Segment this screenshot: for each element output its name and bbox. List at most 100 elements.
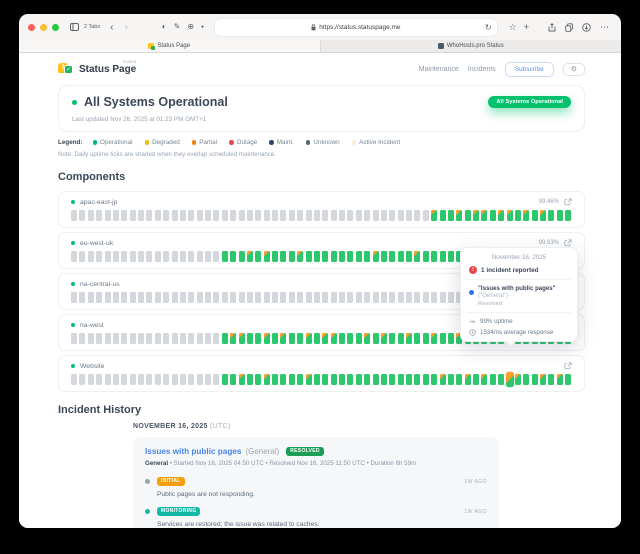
uptime-tick[interactable] (414, 251, 421, 262)
uptime-tick[interactable] (330, 374, 337, 385)
uptime-tick[interactable] (246, 292, 253, 303)
uptime-tick[interactable] (87, 333, 94, 344)
uptime-tick[interactable] (355, 251, 362, 262)
uptime-tick[interactable] (104, 251, 111, 262)
uptime-tick[interactable] (213, 333, 220, 344)
uptime-tick[interactable] (288, 251, 295, 262)
uptime-tick[interactable] (188, 374, 195, 385)
uptime-tick[interactable] (431, 333, 438, 344)
tab-whohosts[interactable]: WhoHosts.pro Status (321, 40, 622, 52)
uptime-tick[interactable] (347, 374, 354, 385)
uptime-tick[interactable] (263, 251, 270, 262)
uptime-tick[interactable] (514, 210, 521, 221)
uptime-tick[interactable] (414, 333, 421, 344)
uptime-tick[interactable] (439, 251, 446, 262)
uptime-tick[interactable] (422, 251, 429, 262)
uptime-tick[interactable] (221, 210, 228, 221)
uptime-tick[interactable] (246, 374, 253, 385)
uptime-tick[interactable] (205, 333, 211, 344)
uptime-tick[interactable] (205, 251, 211, 262)
subscribe-button[interactable]: Subscribe (504, 61, 554, 77)
uptime-tick[interactable] (221, 374, 228, 385)
incident-title-link[interactable]: Issues with public pages (145, 447, 242, 456)
uptime-tick[interactable] (464, 374, 471, 385)
uptime-tick[interactable] (313, 333, 320, 344)
uptime-tick[interactable] (238, 251, 245, 262)
uptime-tick[interactable] (71, 374, 77, 385)
uptime-tick[interactable] (288, 374, 295, 385)
uptime-tick[interactable] (263, 374, 270, 385)
uptime-tick[interactable] (422, 374, 429, 385)
uptime-tick[interactable] (238, 374, 245, 385)
uptime-tick[interactable] (238, 210, 245, 221)
uptime-tick[interactable] (389, 210, 396, 221)
uptime-tick[interactable] (230, 333, 237, 344)
uptime-tick[interactable] (112, 251, 119, 262)
uptime-tick[interactable] (263, 292, 270, 303)
uptime-tick[interactable] (230, 292, 237, 303)
uptime-tick[interactable] (422, 210, 429, 221)
uptime-tick[interactable] (447, 333, 454, 344)
uptime-tick[interactable] (347, 251, 354, 262)
uptime-tick[interactable] (255, 374, 262, 385)
uptime-tick[interactable] (96, 374, 103, 385)
uptime-tick[interactable] (548, 374, 555, 385)
uptime-tick[interactable] (414, 210, 421, 221)
uptime-tick[interactable] (313, 251, 320, 262)
uptime-tick[interactable] (548, 210, 555, 221)
address-bar[interactable]: https://status.statuspage.me ↻ (215, 18, 497, 36)
uptime-tick[interactable] (263, 210, 270, 221)
uptime-tick[interactable] (372, 374, 379, 385)
sidebar-icon[interactable] (70, 23, 79, 31)
uptime-tick[interactable] (146, 210, 153, 221)
uptime-tick[interactable] (364, 333, 371, 344)
uptime-tick[interactable] (397, 251, 404, 262)
site-logo[interactable]: ! ✓ Status Page hosted (58, 59, 136, 76)
uptime-tick[interactable] (431, 292, 438, 303)
uptime-tick[interactable] (171, 251, 178, 262)
uptime-tick[interactable] (313, 292, 320, 303)
uptime-tick[interactable] (406, 374, 412, 385)
settings-gear-button[interactable]: ⚙ (562, 62, 585, 76)
uptime-tick[interactable] (146, 292, 153, 303)
extension-badge-icon[interactable]: ⊕ (187, 22, 195, 31)
uptime-tick[interactable] (205, 292, 211, 303)
minimize-window-button[interactable] (40, 23, 47, 31)
uptime-tick[interactable] (104, 292, 111, 303)
uptime-tick[interactable] (104, 374, 111, 385)
uptime-tick[interactable] (171, 292, 178, 303)
uptime-tick[interactable] (565, 210, 572, 221)
uptime-tick[interactable] (87, 251, 94, 262)
uptime-tick[interactable] (230, 374, 237, 385)
uptime-tick[interactable] (330, 251, 337, 262)
uptime-tick[interactable] (305, 210, 312, 221)
uptime-tick[interactable] (121, 333, 128, 344)
uptime-tick[interactable] (129, 251, 136, 262)
uptime-tick[interactable] (196, 333, 203, 344)
uptime-tick[interactable] (146, 333, 153, 344)
uptime-tick[interactable] (255, 292, 262, 303)
uptime-tick[interactable] (339, 374, 345, 385)
nav-incidents-link[interactable]: Incidents (467, 65, 496, 73)
uptime-tick[interactable] (313, 210, 320, 221)
uptime-tick[interactable] (380, 251, 387, 262)
uptime-tick[interactable] (154, 333, 161, 344)
uptime-tick[interactable] (196, 292, 203, 303)
uptime-tick[interactable] (322, 210, 329, 221)
uptime-tick[interactable] (230, 210, 237, 221)
uptime-tick[interactable] (380, 374, 387, 385)
uptime-tick[interactable] (464, 210, 471, 221)
uptime-tick[interactable] (439, 333, 446, 344)
uptime-tick[interactable] (330, 292, 337, 303)
uptime-tick[interactable] (489, 374, 496, 385)
forward-icon[interactable]: › (124, 21, 128, 33)
uptime-tick[interactable] (414, 292, 421, 303)
uptime-tick[interactable] (96, 292, 103, 303)
uptime-tick[interactable] (129, 292, 136, 303)
uptime-tick[interactable] (540, 374, 546, 385)
uptime-tick[interactable] (213, 251, 220, 262)
uptime-tick[interactable] (121, 374, 128, 385)
uptime-tick[interactable] (514, 374, 521, 385)
uptime-tick[interactable] (196, 210, 203, 221)
uptime-tick[interactable] (163, 251, 170, 262)
